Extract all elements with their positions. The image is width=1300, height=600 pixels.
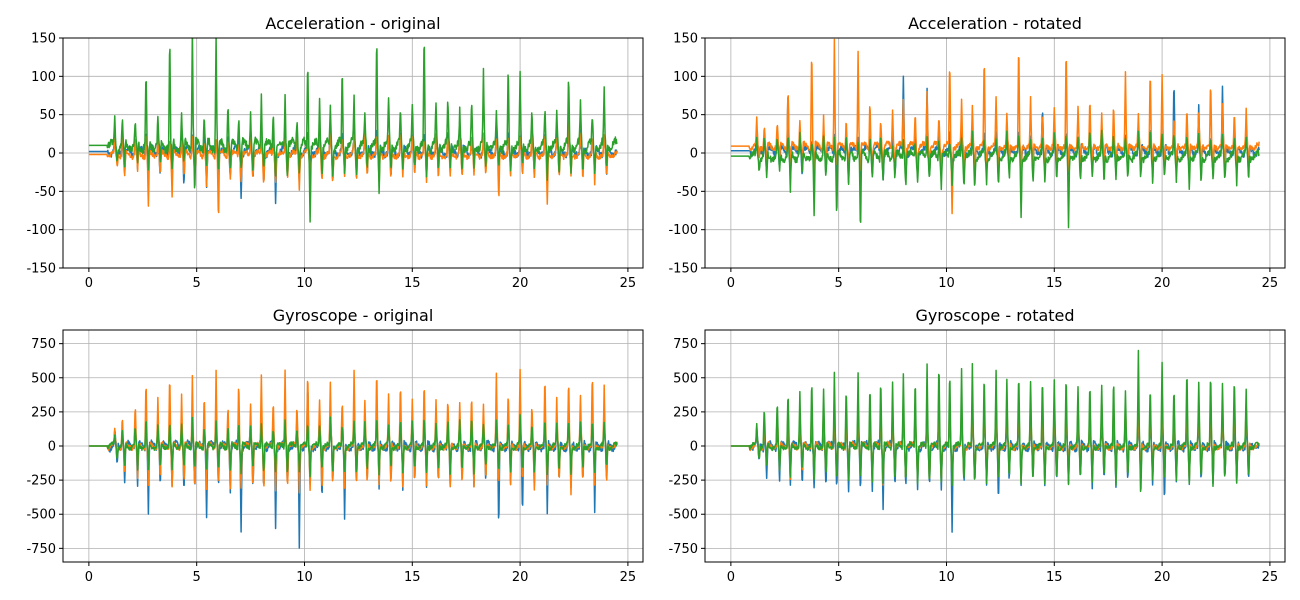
y-tick-label: 250 bbox=[31, 405, 56, 420]
x-tick-label: 5 bbox=[835, 570, 843, 585]
y-tick-label: 50 bbox=[681, 108, 698, 123]
x-tick-label: 15 bbox=[404, 570, 421, 585]
x-tick-label: 5 bbox=[835, 276, 843, 291]
chart-panel-1: 0 5 10 15 20 25 -150 -100 -50 0 50 100 150 Accelerati… bbox=[26, 14, 644, 291]
y-tick-label: 750 bbox=[31, 337, 56, 352]
y-tick-label: 100 bbox=[31, 70, 56, 85]
chart-title: Gyroscope - rotated bbox=[915, 306, 1074, 325]
x-tick-label: 20 bbox=[512, 570, 529, 585]
x-tick-label: 10 bbox=[938, 570, 955, 585]
x-tick-label: 20 bbox=[1154, 276, 1171, 291]
y-tick-label: 100 bbox=[673, 70, 698, 85]
chart-title: Acceleration - original bbox=[265, 14, 440, 33]
y-tick-label: -150 bbox=[26, 262, 56, 277]
x-tick-label: 10 bbox=[296, 570, 313, 585]
x-tick-label: 20 bbox=[512, 276, 529, 291]
y-tick-label: 150 bbox=[673, 32, 698, 47]
x-tick-label: 10 bbox=[938, 276, 955, 291]
x-tick-label: 5 bbox=[193, 276, 201, 291]
y-tick-label: -50 bbox=[677, 185, 698, 200]
x-tick-label: 25 bbox=[620, 570, 637, 585]
y-tick-label: -100 bbox=[26, 223, 56, 238]
y-tick-label: -750 bbox=[26, 542, 56, 557]
chart-panel-3: 0 5 10 15 20 25 -750 -500 -250 0 250 500 750 Gyroscop… bbox=[26, 306, 644, 585]
y-tick-label: 50 bbox=[39, 108, 56, 123]
x-tick-label: 0 bbox=[727, 276, 735, 291]
x-tick-label: 0 bbox=[85, 570, 93, 585]
chart-title: Acceleration - rotated bbox=[908, 14, 1082, 33]
x-tick-label: 25 bbox=[620, 276, 637, 291]
y-tick-label: 0 bbox=[690, 440, 698, 455]
y-tick-label: -250 bbox=[26, 474, 56, 489]
x-tick-label: 5 bbox=[193, 570, 201, 585]
x-tick-label: 25 bbox=[1262, 276, 1279, 291]
y-tick-label: 250 bbox=[673, 405, 698, 420]
series-line-3 bbox=[730, 349, 1260, 493]
y-tick-label: -500 bbox=[26, 508, 56, 523]
y-tick-label: 0 bbox=[690, 147, 698, 162]
series-line-2 bbox=[730, 38, 1260, 215]
series-line-3 bbox=[88, 38, 618, 223]
y-tick-label: 500 bbox=[673, 371, 698, 386]
x-tick-label: 25 bbox=[1262, 570, 1279, 585]
x-tick-label: 10 bbox=[296, 276, 313, 291]
x-tick-label: 15 bbox=[1046, 570, 1063, 585]
y-tick-label: 150 bbox=[31, 32, 56, 47]
series-line-3 bbox=[88, 414, 618, 478]
y-tick-label: 500 bbox=[31, 371, 56, 386]
y-tick-label: 0 bbox=[48, 440, 56, 455]
x-tick-label: 20 bbox=[1154, 570, 1171, 585]
y-tick-label: -250 bbox=[668, 474, 698, 489]
chart-panel-2: 0 5 10 15 20 25 -150 -100 -50 0 50 100 150 Accelerati… bbox=[668, 14, 1286, 291]
series-line-2 bbox=[88, 121, 618, 214]
y-tick-label: 750 bbox=[673, 337, 698, 352]
y-tick-label: -150 bbox=[668, 262, 698, 277]
series-line-3 bbox=[730, 129, 1260, 229]
x-tick-label: 0 bbox=[727, 570, 735, 585]
y-tick-label: 0 bbox=[48, 147, 56, 162]
x-tick-label: 15 bbox=[1046, 276, 1063, 291]
x-tick-label: 15 bbox=[404, 276, 421, 291]
y-tick-label: -500 bbox=[668, 508, 698, 523]
y-tick-label: -750 bbox=[668, 542, 698, 557]
y-tick-label: -50 bbox=[35, 185, 56, 200]
chart-panel-4: 0 5 10 15 20 25 -750 -500 -250 0 250 500 750 Gyroscop… bbox=[668, 306, 1286, 585]
x-tick-label: 0 bbox=[85, 276, 93, 291]
chart-title: Gyroscope - original bbox=[273, 306, 434, 325]
y-tick-label: -100 bbox=[668, 223, 698, 238]
